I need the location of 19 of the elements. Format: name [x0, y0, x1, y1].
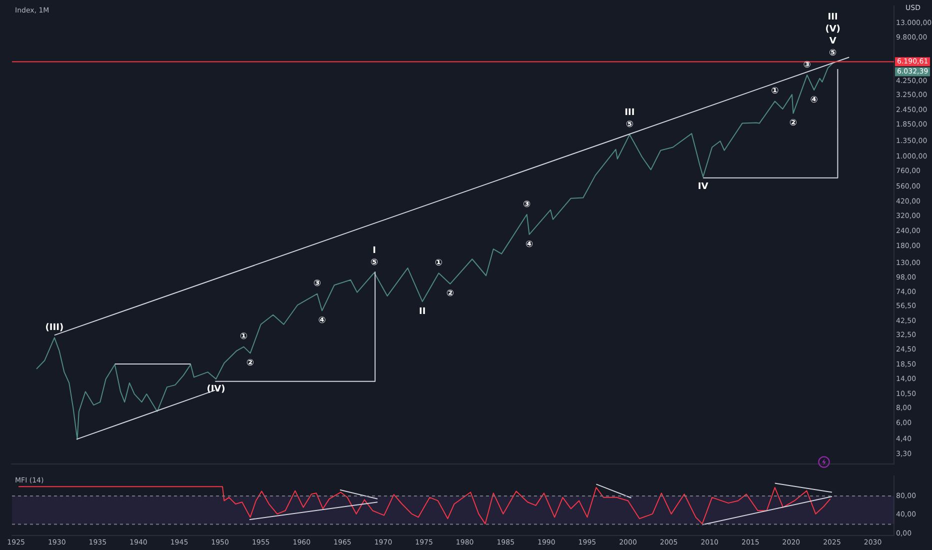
annotation: III ⑤: [624, 108, 635, 130]
annotation: ①: [434, 258, 443, 268]
annotation: ①: [240, 332, 248, 342]
annotation: (III): [45, 322, 64, 333]
annotation: ①: [771, 86, 780, 97]
annotation: II: [419, 306, 426, 317]
annotation: ②: [789, 118, 798, 129]
annotation: ②: [246, 358, 254, 369]
annotation: (IV): [206, 384, 226, 394]
annotation: I ⑤: [370, 246, 378, 268]
annotation: IV: [698, 182, 708, 192]
annotation: ③: [523, 200, 532, 210]
annotation: ④: [525, 240, 534, 250]
annotation: ②: [446, 289, 454, 300]
annotation: ③: [803, 60, 812, 70]
annotation: ④: [318, 316, 326, 326]
annotation: ③: [313, 279, 322, 290]
annotation: ④: [810, 95, 818, 106]
annotation: III (V) V ⑤: [825, 12, 840, 58]
